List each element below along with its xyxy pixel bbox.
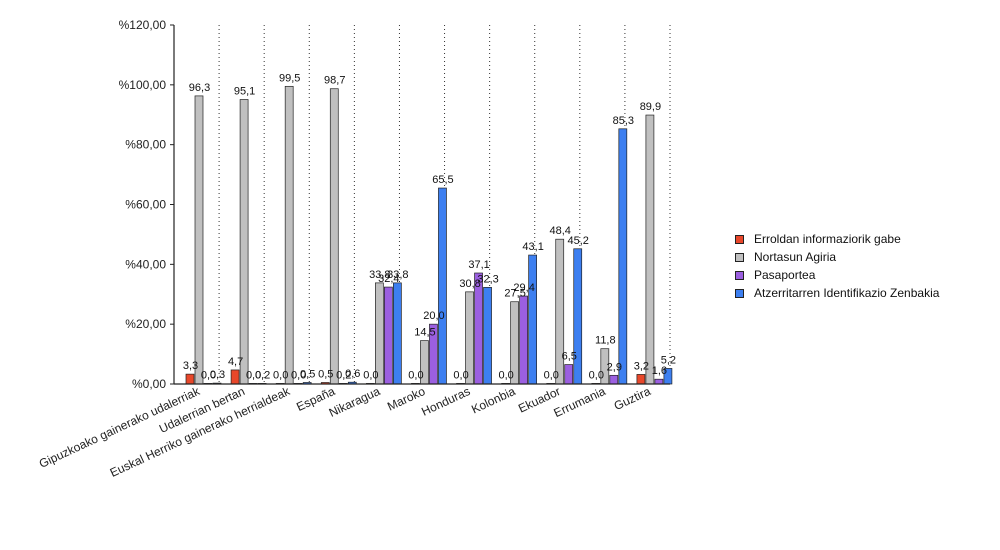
x-tick-label: Nikaragua: [327, 384, 383, 420]
data-label: 32,4: [378, 273, 399, 285]
legend-swatch: [735, 234, 744, 244]
y-tick-label: %80,00: [125, 138, 166, 152]
data-label: 89,9: [640, 101, 661, 113]
data-label: 11,8: [595, 335, 616, 347]
data-label: 0,0: [498, 369, 513, 381]
legend: Erroldan informaziorik gabe Nortasun Agir…: [735, 230, 939, 302]
data-labels-group: 3,396,30,00,34,795,10,00,2 0,099,50,00,5 0…: [183, 72, 676, 381]
bar: [384, 286, 393, 385]
legend-item: Atzerritarren Identifikazio Zenbakia: [735, 284, 939, 302]
data-label: 0,0: [201, 369, 216, 381]
legend-item: Pasaportea: [735, 266, 939, 284]
legend-label: Atzerritarren Identifikazio Zenbakia: [754, 286, 940, 300]
data-label: 33,8: [387, 269, 408, 281]
bar: [636, 374, 646, 385]
bar: [284, 85, 294, 385]
bar: [483, 287, 492, 385]
bars-group: [185, 85, 673, 385]
y-axis: %0,00 %20,00 %40,00 %60,00 %80,00 %100,00 %120…: [119, 18, 175, 391]
x-tick-label: Honduras: [419, 384, 472, 419]
data-label: 48,4: [550, 225, 571, 237]
x-tick-label: Errumania: [552, 384, 608, 420]
data-label: 1,6: [652, 365, 667, 377]
bar: [393, 282, 402, 385]
data-label: 27,5: [504, 288, 525, 300]
legend-label: Pasaportea: [754, 268, 816, 282]
data-label: 5,2: [661, 354, 676, 366]
data-label: 98,7: [324, 75, 345, 87]
data-label: 20,0: [423, 310, 444, 322]
y-tick-label: %120,00: [119, 18, 167, 32]
data-label: 0,0: [544, 369, 559, 381]
data-label: 45,2: [568, 235, 589, 247]
legend-label: Erroldan informaziorik gabe: [754, 232, 901, 246]
data-label: 0,0: [273, 369, 288, 381]
data-label: 95,1: [234, 85, 255, 97]
bar: [194, 95, 204, 385]
data-label: 2,9: [607, 361, 622, 373]
legend-item: Erroldan informaziorik gabe: [735, 230, 939, 248]
data-label: 99,5: [279, 72, 300, 84]
data-label: 0,0: [291, 369, 306, 381]
legend-swatch: [735, 252, 744, 262]
data-label: 29,4: [513, 282, 534, 294]
bar: [519, 295, 528, 385]
legend-swatch: [735, 270, 744, 280]
data-label: 0,0: [408, 369, 423, 381]
bar: [239, 99, 249, 385]
data-label: 0,0: [363, 369, 378, 381]
x-tick-label: Euskal Herriko gainerako herrialdeak: [108, 384, 293, 480]
data-label: 0,3: [210, 369, 225, 381]
data-label: 85,3: [613, 115, 634, 127]
bar: [438, 187, 447, 385]
bar: [230, 369, 240, 385]
data-label: 6,5: [562, 351, 577, 363]
legend-item: Nortasun Agiria: [735, 248, 939, 266]
data-label: 33,8: [369, 269, 390, 281]
data-label: 32,3: [477, 273, 498, 285]
data-label: 0,0: [453, 369, 468, 381]
data-label: 4,7: [228, 356, 243, 368]
bar: [564, 364, 574, 385]
bar: [618, 128, 628, 385]
bar: [528, 254, 537, 385]
data-label: 0,2: [336, 369, 351, 381]
data-label: 0,5: [300, 369, 315, 381]
bar: [609, 374, 619, 385]
bar: [329, 88, 339, 385]
data-label: 30,8: [459, 278, 480, 290]
y-tick-label: %20,00: [125, 317, 166, 331]
y-tick-label: %60,00: [125, 198, 166, 212]
bar: [185, 373, 195, 385]
y-tick-label: %0,00: [132, 377, 166, 391]
data-label: 43,1: [522, 241, 543, 253]
data-label: 3,3: [183, 360, 198, 372]
y-tick-label: %100,00: [119, 78, 167, 92]
data-label: 0,6: [345, 368, 360, 380]
bar: [645, 114, 655, 385]
data-label: 0,2: [255, 369, 270, 381]
data-label: 3,2: [634, 360, 649, 372]
legend-swatch: [735, 288, 744, 298]
data-label: 65,5: [432, 174, 453, 186]
data-label: 96,3: [189, 82, 210, 94]
bar: [573, 248, 583, 385]
data-label: 14,5: [414, 327, 435, 339]
data-label: 37,1: [468, 259, 489, 271]
data-label: 0,0: [246, 369, 261, 381]
bar: [654, 378, 664, 385]
x-tick-label: Kolonbia: [469, 384, 518, 417]
legend-label: Nortasun Agiria: [754, 250, 837, 264]
data-label: 0,5: [318, 369, 333, 381]
y-tick-label: %40,00: [125, 257, 166, 271]
x-axis: Gipuzkoako gainerako udalerriakUdalerria…: [37, 383, 670, 480]
x-tick-label: Guztira: [612, 384, 653, 413]
data-label: 0,0: [589, 369, 604, 381]
